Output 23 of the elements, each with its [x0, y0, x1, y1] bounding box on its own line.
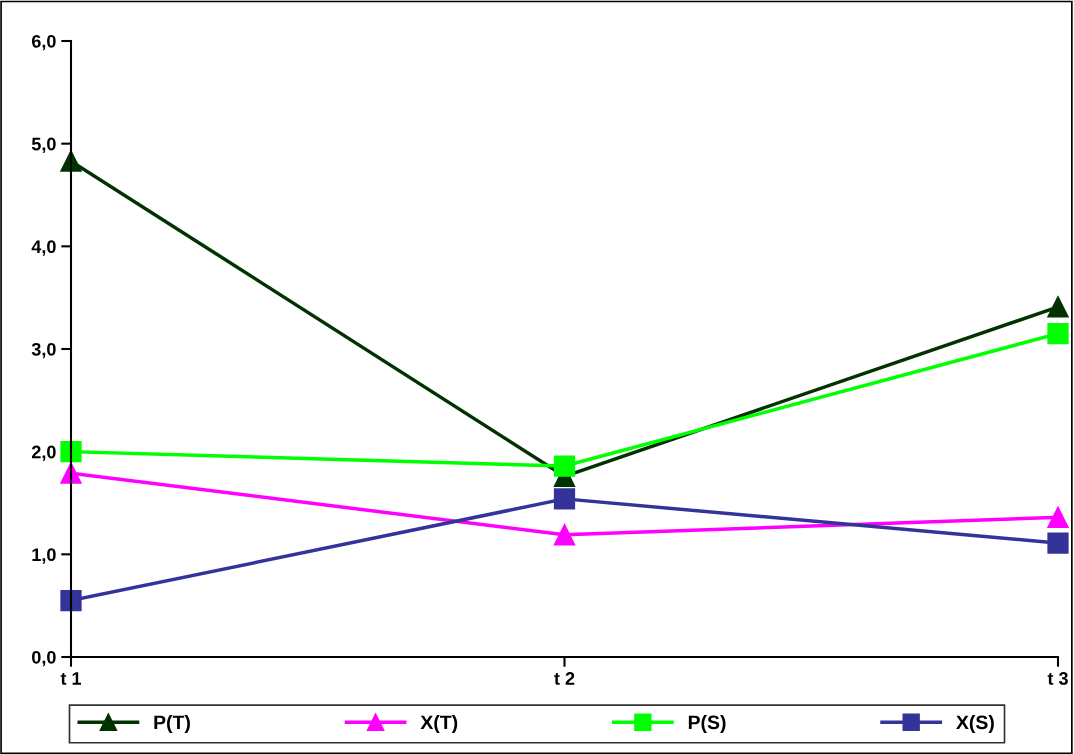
- point: [553, 488, 576, 510]
- y-tick-label: 6,0: [31, 34, 56, 51]
- y-tick-label: 5,0: [31, 137, 56, 153]
- y-tick-label: 3,0: [31, 342, 56, 359]
- point: [553, 524, 576, 546]
- x-tick-label: t 1: [60, 672, 82, 685]
- y-tick-label: 2,0: [31, 445, 56, 461]
- legend-label: X(S): [956, 714, 994, 734]
- y-tick-label: 1,0: [32, 548, 56, 564]
- point: [1047, 506, 1069, 529]
- point: [1047, 532, 1069, 554]
- y-tick-label: 4,0: [31, 240, 56, 256]
- point: [1047, 322, 1069, 345]
- point: [60, 589, 82, 612]
- point: [1047, 296, 1069, 318]
- x-tick-label: t 3: [1047, 672, 1068, 685]
- legend-label: X(T): [420, 714, 458, 734]
- point: [60, 441, 82, 463]
- y-tick-label: 0,0: [32, 650, 56, 667]
- legend-label: P(T): [154, 714, 190, 734]
- legend-label: P(S): [688, 714, 726, 734]
- x-tick-label: t 2: [554, 672, 575, 685]
- point: [553, 455, 576, 477]
